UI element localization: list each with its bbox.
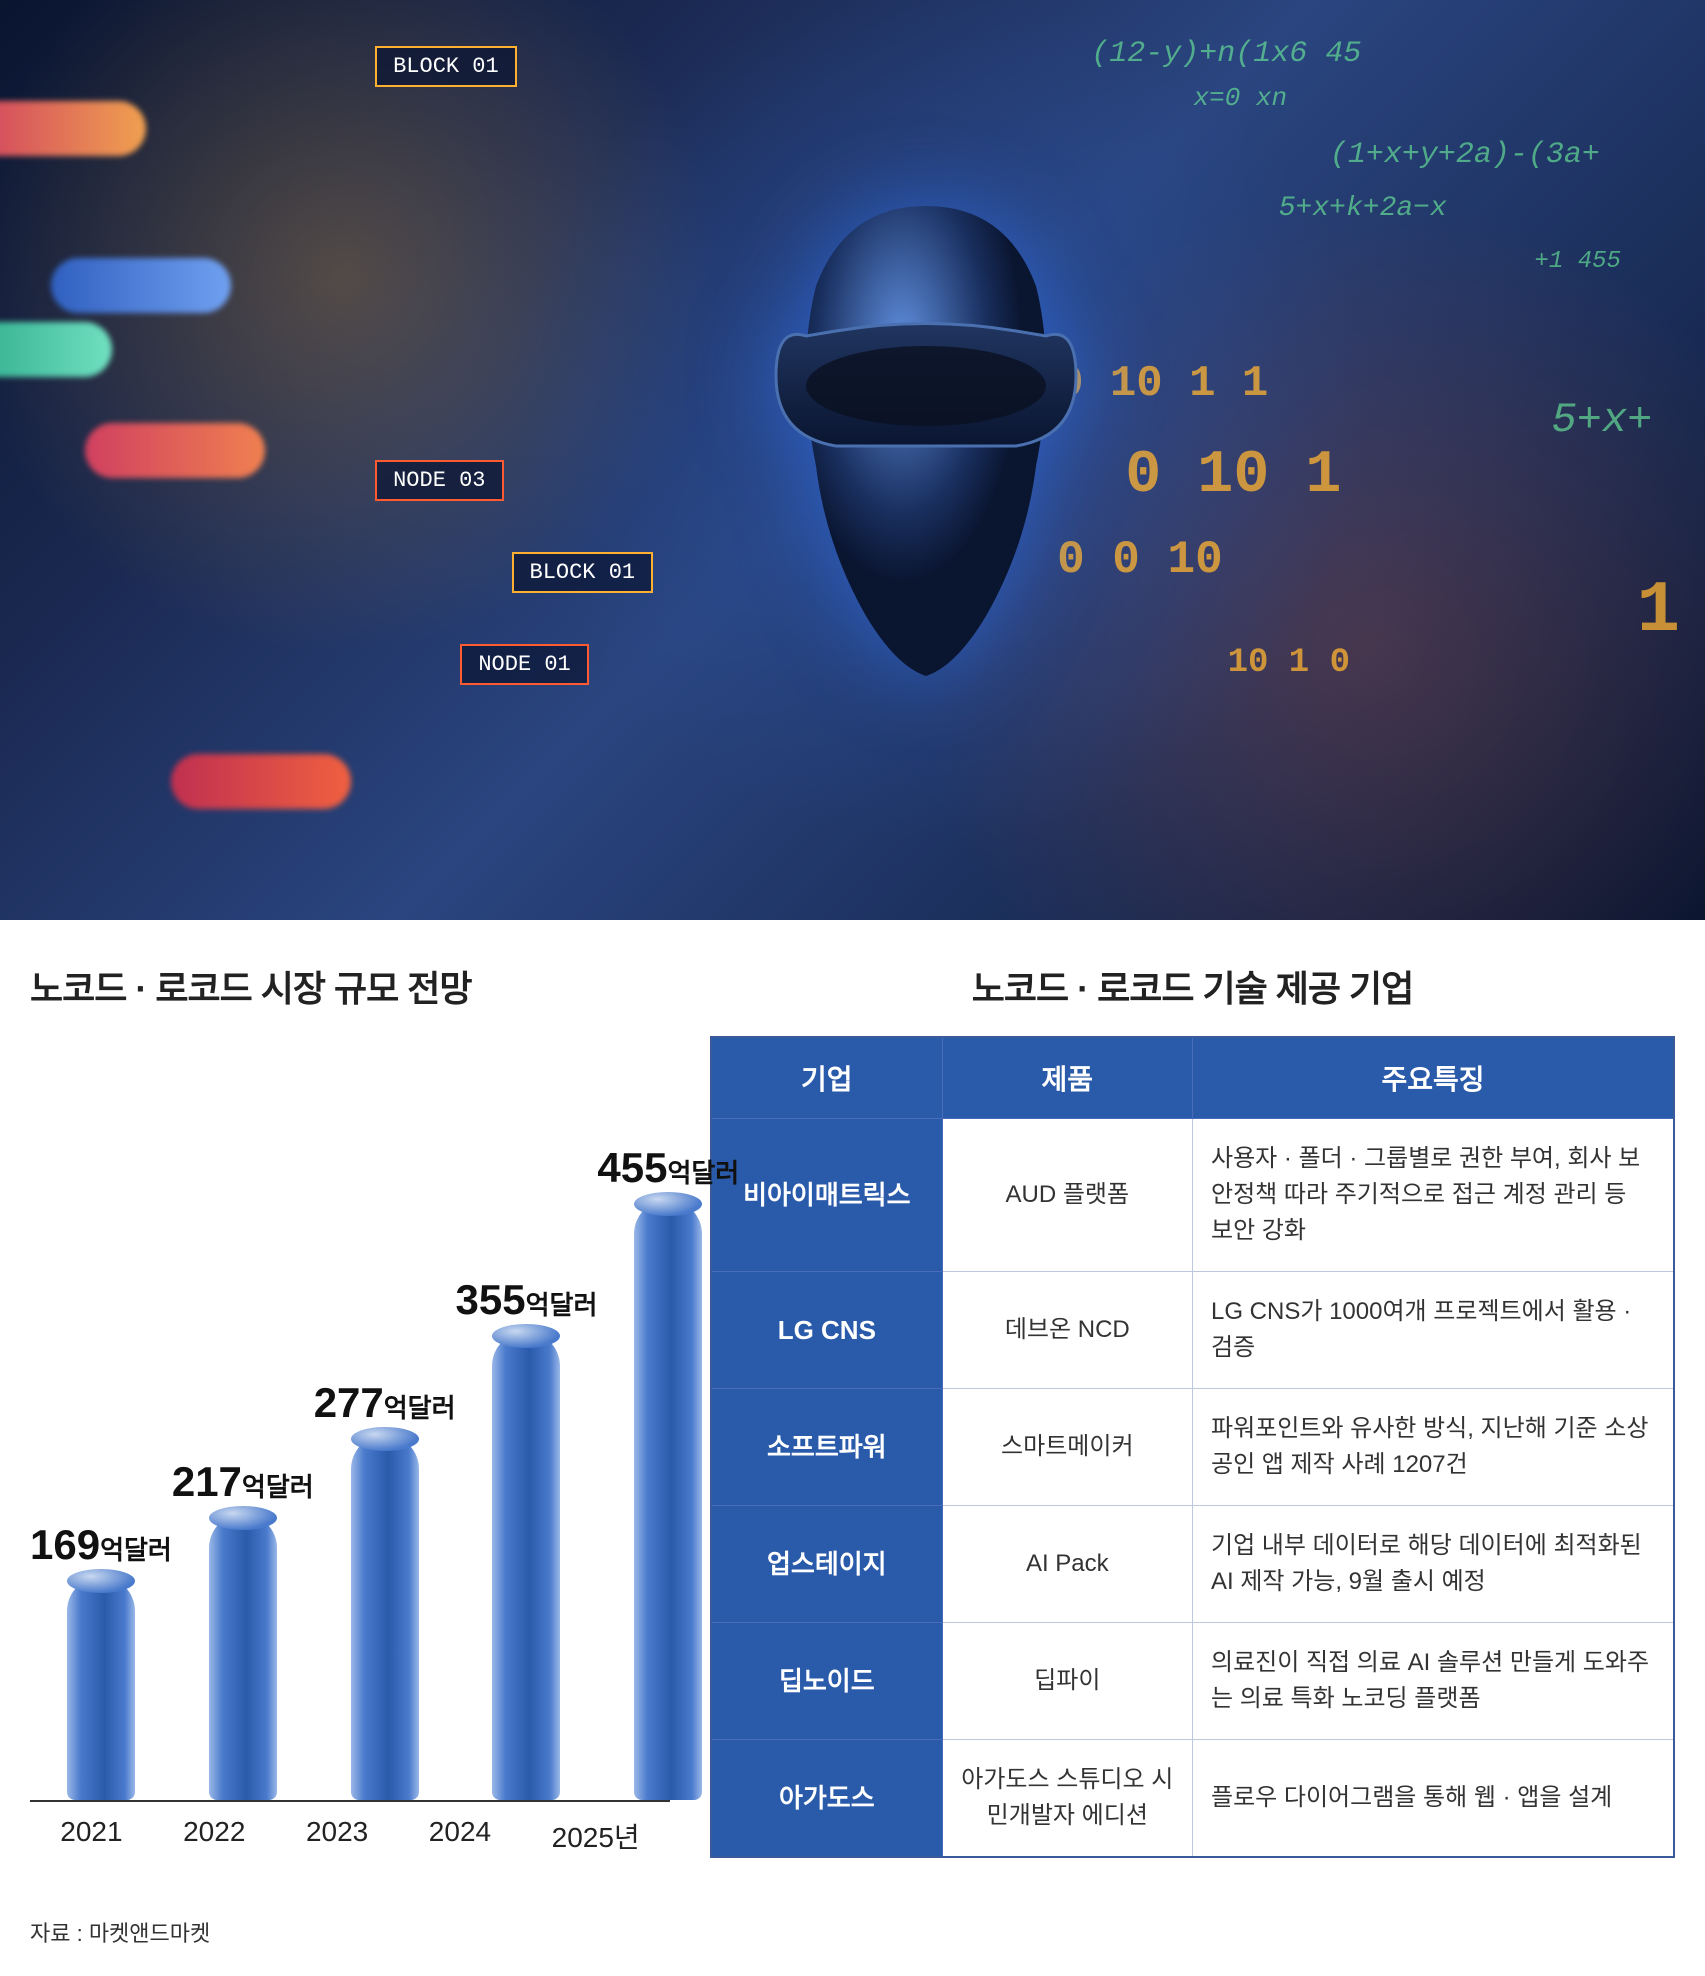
product-cell: 딥파이 <box>942 1623 1192 1740</box>
product-cell: 스마트메이커 <box>942 1389 1192 1506</box>
bar-value-label: 169억달러 <box>30 1521 172 1569</box>
bar-cap <box>67 1569 135 1593</box>
company-cell: 아가도스 <box>711 1740 942 1858</box>
chart-source: 자료 : 마켓앤드마켓 <box>30 1916 670 1948</box>
feature-cell: 사용자 · 폴더 · 그룹별로 권한 부여, 회사 보안정책 따라 주기적으로 … <box>1192 1119 1674 1272</box>
lower-section: 노코드 · 로코드 시장 규모 전망 169억달러217억달러277억달러 355… <box>0 920 1705 1968</box>
capsule-shape <box>171 754 351 809</box>
capsule-shape <box>0 322 112 377</box>
bar-group: 277억달러 <box>314 1379 456 1800</box>
binary-text: 10 1 0 <box>1228 644 1350 682</box>
node-label: BLOCK 01 <box>375 46 517 87</box>
chart-area: 169억달러217억달러277억달러355억달러455억달러 <box>30 1042 670 1802</box>
product-cell: AUD 플랫폼 <box>942 1119 1192 1272</box>
company-cell: 비아이매트릭스 <box>711 1119 942 1272</box>
binary-text: 1 <box>1637 570 1680 652</box>
node-label: NODE 03 <box>375 460 503 501</box>
bar-cap <box>209 1506 277 1530</box>
math-formula: x=0 xn <box>1194 83 1288 113</box>
math-formula: (1+x+y+2a)-(3a+ <box>1330 138 1600 172</box>
bar-value-label: 355억달러 <box>456 1276 598 1324</box>
product-cell: AI Pack <box>942 1506 1192 1623</box>
bar-group: 455억달러 <box>597 1144 739 1800</box>
bar-group: 217억달러 <box>172 1458 314 1800</box>
bar-x-label: 2022 <box>183 1816 245 1856</box>
table-header-cell: 기업 <box>711 1037 942 1119</box>
math-formula: 5+x+k+2a−x <box>1279 193 1447 224</box>
bar-cap <box>634 1192 702 1216</box>
hero-illustration: (12-y)+n(1x6 45 x=0 xn (1+x+y+2a)-(3a+ 5+x+… <box>0 0 1705 920</box>
bar-value-label: 217억달러 <box>172 1458 314 1506</box>
bar <box>492 1332 560 1800</box>
capsule-shape <box>85 423 265 478</box>
company-cell: 딥노이드 <box>711 1623 942 1740</box>
table-header-row: 기업제품주요특징 <box>711 1037 1674 1119</box>
math-formula: +1 455 <box>1535 248 1621 275</box>
company-cell: LG CNS <box>711 1272 942 1389</box>
chart-section: 노코드 · 로코드 시장 규모 전망 169억달러217억달러277억달러 355… <box>30 960 670 1948</box>
table-header-cell: 주요특징 <box>1192 1037 1674 1119</box>
math-formula: 5+x+ <box>1552 396 1653 444</box>
bar-group: 355억달러 <box>456 1276 598 1800</box>
bar-value-label: 277억달러 <box>314 1379 456 1427</box>
table-row: 아가도스아가도스 스튜디오 시민개발자 에디션플로우 다이어그램을 통해 웹 ·… <box>711 1740 1674 1858</box>
chart-title: 노코드 · 로코드 시장 규모 전망 <box>30 960 670 1012</box>
bar-x-label: 2023 <box>306 1816 368 1856</box>
bar <box>351 1435 419 1800</box>
bar-x-label: 2021 <box>60 1816 122 1856</box>
bar-x-label: 2025년 <box>552 1816 640 1856</box>
product-cell: 아가도스 스튜디오 시민개발자 에디션 <box>942 1740 1192 1858</box>
table-header-cell: 제품 <box>942 1037 1192 1119</box>
bar-cap <box>492 1324 560 1348</box>
table-row: 업스테이지AI Pack기업 내부 데이터로 해당 데이터에 최적화된 AI 제… <box>711 1506 1674 1623</box>
table-title: 노코드 · 로코드 기술 제공 기업 <box>710 960 1675 1012</box>
company-cell: 업스테이지 <box>711 1506 942 1623</box>
table-row: 딥노이드딥파이의료진이 직접 의료 AI 솔루션 만들게 도와주는 의료 특화 … <box>711 1623 1674 1740</box>
bar-group: 169억달러 <box>30 1521 172 1800</box>
bar-cap <box>351 1427 419 1451</box>
capsule-shape <box>0 101 146 156</box>
feature-cell: LG CNS가 1000여개 프로젝트에서 활용 · 검증 <box>1192 1272 1674 1389</box>
node-label: NODE 01 <box>460 644 588 685</box>
feature-cell: 기업 내부 데이터로 해당 데이터에 최적화된 AI 제작 가능, 9월 출시 … <box>1192 1506 1674 1623</box>
feature-cell: 의료진이 직접 의료 AI 솔루션 만들게 도와주는 의료 특화 노코딩 플랫폼 <box>1192 1623 1674 1740</box>
bar-x-label: 2024 <box>429 1816 491 1856</box>
feature-cell: 파워포인트와 유사한 방식, 지난해 기준 소상공인 앱 제작 사례 1207건 <box>1192 1389 1674 1506</box>
vr-head-icon <box>716 166 1136 686</box>
bar <box>634 1200 702 1800</box>
capsule-shape <box>51 258 231 313</box>
node-label: BLOCK 01 <box>512 552 654 593</box>
bar <box>209 1514 277 1800</box>
product-cell: 데브온 NCD <box>942 1272 1192 1389</box>
bar-value-label: 455억달러 <box>597 1144 739 1192</box>
table-row: LG CNS데브온 NCDLG CNS가 1000여개 프로젝트에서 활용 · … <box>711 1272 1674 1389</box>
table-section: 노코드 · 로코드 기술 제공 기업 기업제품주요특징 비아이매트릭스AUD 플… <box>710 960 1675 1948</box>
binary-text: 0 10 1 <box>1125 442 1341 510</box>
company-cell: 소프트파워 <box>711 1389 942 1506</box>
math-formula: (12-y)+n(1x6 45 <box>1091 37 1361 71</box>
company-table: 기업제품주요특징 비아이매트릭스AUD 플랫폼사용자 · 폴더 · 그룹별로 권… <box>710 1036 1675 1858</box>
chart-x-labels: 2021 2022 2023 2024 2025년 <box>30 1802 670 1856</box>
table-row: 비아이매트릭스AUD 플랫폼사용자 · 폴더 · 그룹별로 권한 부여, 회사 … <box>711 1119 1674 1272</box>
feature-cell: 플로우 다이어그램을 통해 웹 · 앱을 설계 <box>1192 1740 1674 1858</box>
page-container: (12-y)+n(1x6 45 x=0 xn (1+x+y+2a)-(3a+ 5+x+… <box>0 0 1705 1968</box>
table-row: 소프트파워스마트메이커파워포인트와 유사한 방식, 지난해 기준 소상공인 앱 … <box>711 1389 1674 1506</box>
bar <box>67 1577 135 1800</box>
